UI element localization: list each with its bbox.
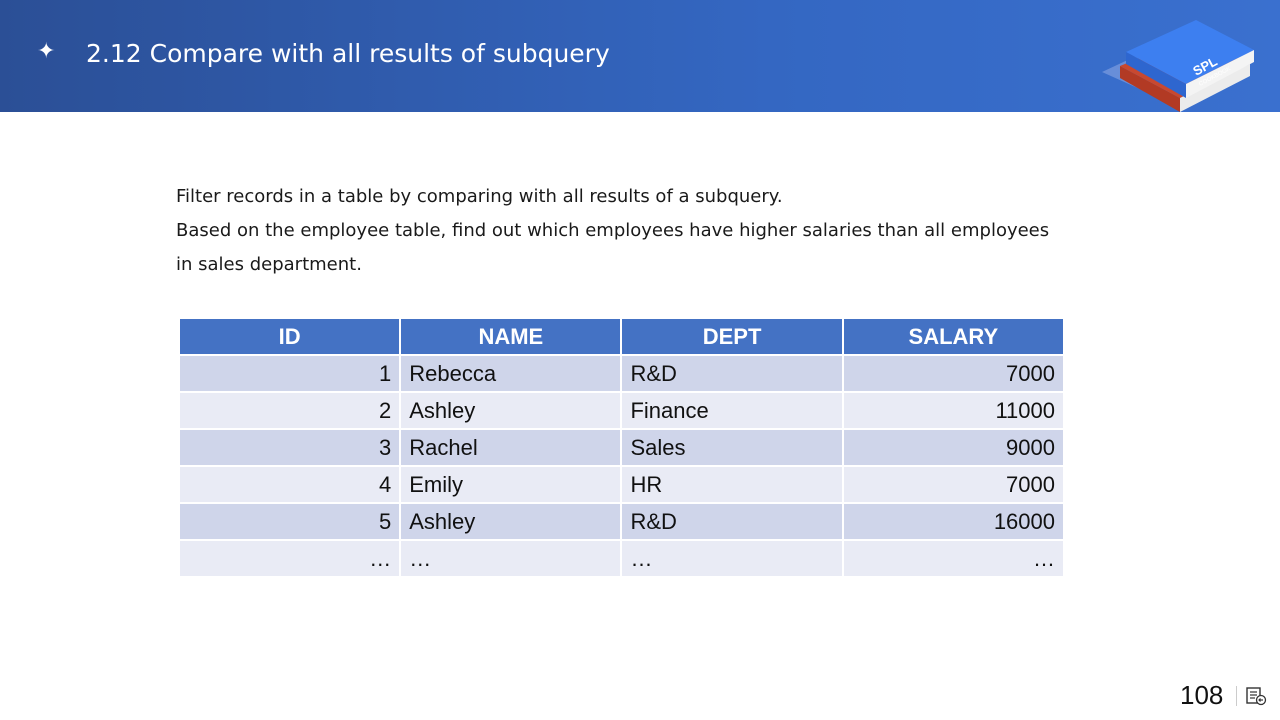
description-line: Filter records in a table by comparing w… bbox=[176, 186, 783, 207]
page-number: 108 bbox=[1180, 680, 1224, 710]
cell-name: Rachel bbox=[399, 428, 623, 467]
table-row: 4 Emily HR 7000 bbox=[177, 465, 1066, 504]
cell-name: Ashley bbox=[399, 391, 623, 430]
cell-name: Emily bbox=[399, 465, 623, 504]
cell-dept: R&D bbox=[620, 354, 844, 393]
table-row: 1 Rebecca R&D 7000 bbox=[177, 354, 1066, 393]
sparkle-icon: ✦ bbox=[37, 38, 56, 63]
column-header-id: ID bbox=[177, 317, 402, 356]
table-header-row: ID NAME DEPT SALARY bbox=[177, 317, 1066, 356]
cell-salary: 9000 bbox=[841, 428, 1066, 467]
slide-navigation-icon[interactable] bbox=[1245, 686, 1267, 706]
cell-name: … bbox=[399, 539, 623, 578]
description-line: Based on the employee table, find out wh… bbox=[176, 220, 1050, 241]
spl-cookbook-logo: SPL COOKBOOK bbox=[1102, 20, 1254, 112]
cell-id: 3 bbox=[177, 428, 402, 467]
cell-id: 1 bbox=[177, 354, 402, 393]
table-row: … … … … bbox=[177, 539, 1066, 578]
description-line: in sales department. bbox=[176, 254, 362, 275]
page-title: 2.12 Compare with all results of subquer… bbox=[86, 39, 610, 68]
cell-salary: 16000 bbox=[841, 502, 1066, 541]
header-bar: ✦ 2.12 Compare with all results of subqu… bbox=[0, 0, 1280, 112]
column-header-salary: SALARY bbox=[841, 317, 1066, 356]
footer-divider bbox=[1236, 686, 1237, 706]
cell-dept: HR bbox=[620, 465, 844, 504]
cell-dept: Sales bbox=[620, 428, 844, 467]
cell-salary: … bbox=[841, 539, 1066, 578]
cell-id: … bbox=[177, 539, 402, 578]
column-header-name: NAME bbox=[399, 317, 623, 356]
cell-salary: 7000 bbox=[841, 465, 1066, 504]
cell-salary: 7000 bbox=[841, 354, 1066, 393]
cell-id: 2 bbox=[177, 391, 402, 430]
cell-dept: Finance bbox=[620, 391, 844, 430]
cell-id: 5 bbox=[177, 502, 402, 541]
table-row: 3 Rachel Sales 9000 bbox=[177, 428, 1066, 467]
cell-name: Ashley bbox=[399, 502, 623, 541]
cell-dept: … bbox=[620, 539, 844, 578]
cell-id: 4 bbox=[177, 465, 402, 504]
table-row: 2 Ashley Finance 11000 bbox=[177, 391, 1066, 430]
cell-name: Rebecca bbox=[399, 354, 623, 393]
cell-salary: 11000 bbox=[841, 391, 1066, 430]
description: Filter records in a table by comparing w… bbox=[176, 180, 1056, 282]
employee-table: ID NAME DEPT SALARY 1 Rebecca R&D 7000 2… bbox=[177, 317, 1066, 578]
cell-dept: R&D bbox=[620, 502, 844, 541]
table-row: 5 Ashley R&D 16000 bbox=[177, 502, 1066, 541]
column-header-dept: DEPT bbox=[620, 317, 844, 356]
